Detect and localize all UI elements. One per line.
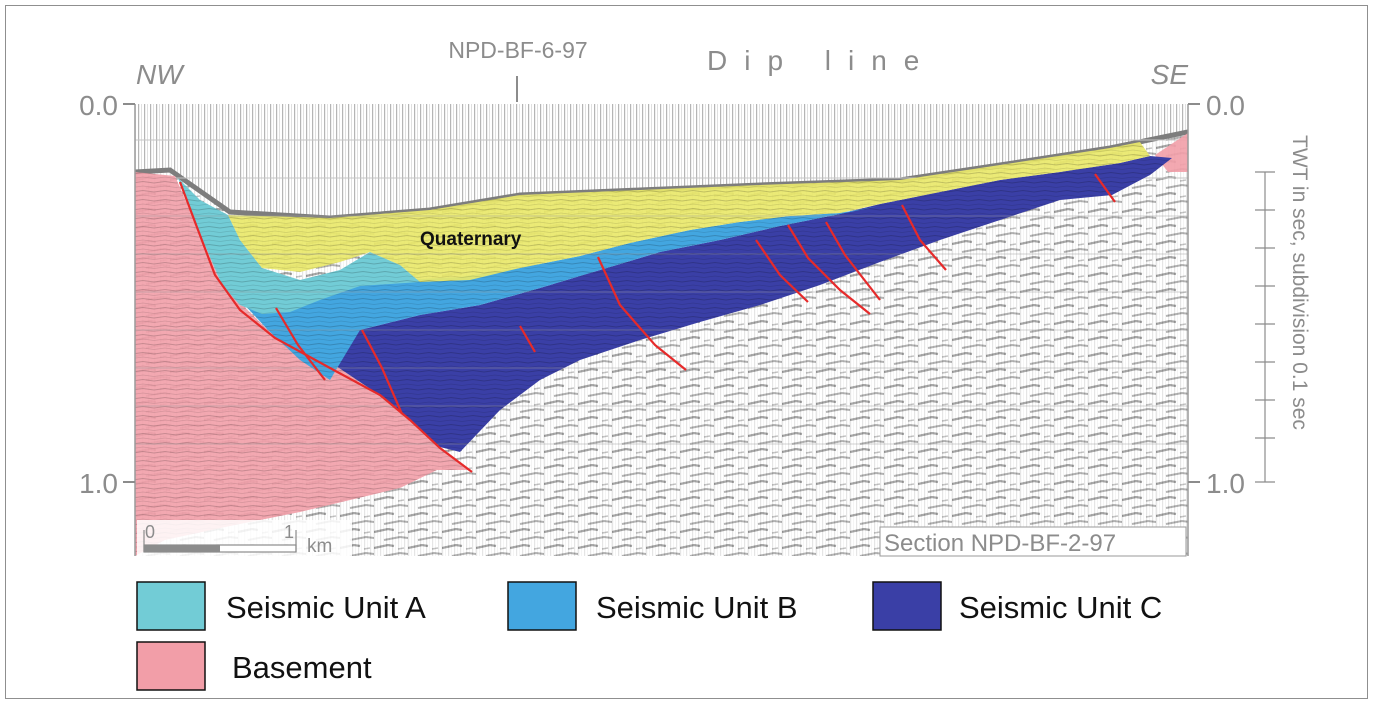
fault-main-boundary [178, 181, 473, 473]
scale-one-label: 1 [284, 522, 294, 542]
fault [519, 325, 536, 353]
fault [361, 329, 404, 415]
legend: Seismic Unit A Seismic Unit B Seismic Un… [136, 581, 1162, 691]
se-label: SE [1151, 59, 1189, 90]
section-name: Section NPD-BF-2-97 [884, 530, 1116, 557]
fault [787, 224, 871, 315]
figure-frame [5, 5, 1368, 699]
scale-zero-label: 0 [145, 522, 155, 542]
faults [178, 173, 1116, 473]
section-name-box [879, 526, 1187, 557]
legend-label-unit-c: Seismic Unit C [959, 590, 1162, 625]
basement-texture [135, 172, 470, 556]
legend-label-basement: Basement [232, 650, 372, 685]
fault [275, 307, 326, 381]
axis-right-bottom: 1.0 [1206, 468, 1245, 499]
seismic-unit-a-texture [178, 178, 420, 314]
seismic-unit-b-texture [240, 206, 880, 380]
axis-left-top: 0.0 [79, 90, 118, 121]
time-gridlines [135, 215, 1188, 445]
legend-label-unit-a: Seismic Unit A [226, 590, 426, 625]
quaternary-texture [228, 142, 1150, 282]
seismic-unit-c-texture [250, 156, 1172, 452]
fault [755, 239, 809, 303]
fault [597, 256, 687, 371]
legend-swatch-unit-c [872, 581, 942, 631]
twt-axis-title: TWT in sec, subdivision 0.1 sec [1288, 135, 1311, 430]
fault [1094, 173, 1116, 203]
scale-bar-fill [144, 545, 220, 552]
quaternary-label: Quaternary [420, 229, 522, 250]
scale-unit-label: km [307, 536, 332, 557]
nw-label: NW [136, 59, 185, 90]
dip-line-title: Dip line [707, 45, 936, 76]
twt-tick-scale [1255, 171, 1275, 483]
fault [825, 221, 881, 301]
legend-swatch-basement [136, 641, 206, 691]
fault [901, 204, 947, 271]
legend-swatch-unit-b [507, 581, 577, 631]
axis-right-top: 0.0 [1206, 90, 1245, 121]
axis-left-bottom: 1.0 [79, 468, 118, 499]
legend-swatch-unit-a [136, 581, 206, 631]
crossing-line-label: NPD-BF-6-97 [448, 37, 587, 63]
legend-label-unit-b: Seismic Unit B [596, 590, 798, 625]
